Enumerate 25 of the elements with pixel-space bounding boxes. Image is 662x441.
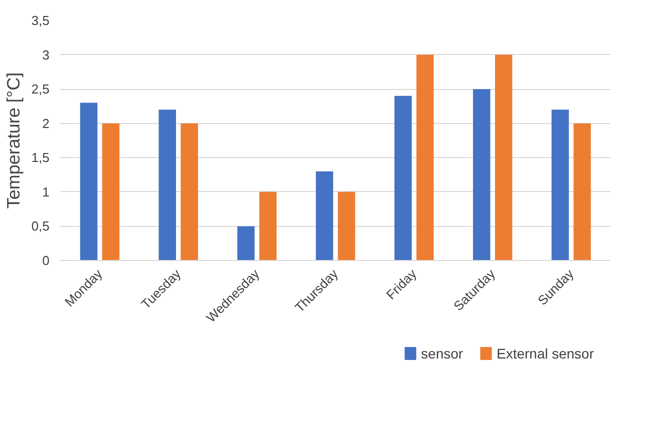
bar (416, 54, 434, 260)
bar (338, 192, 356, 260)
y-tick-label: 2 (42, 116, 50, 131)
y-tick-label: 0 (42, 253, 50, 268)
bar (237, 226, 255, 260)
y-tick-label: 3 (42, 47, 50, 62)
bar (473, 89, 490, 260)
bar (102, 123, 120, 260)
bar (394, 96, 412, 260)
bar (552, 110, 569, 260)
bar (574, 123, 591, 260)
y-tick-label: 0,5 (31, 218, 50, 234)
y-tick-label: 1 (42, 184, 50, 200)
legend-label: sensor (421, 346, 464, 362)
bar (259, 192, 277, 260)
y-axis-title: Temperature [°C] (3, 72, 24, 209)
bar (80, 102, 98, 260)
legend-label: External sensor (496, 346, 594, 362)
y-tick-label: 3,5 (31, 13, 50, 28)
y-tick-label: 1,5 (31, 150, 50, 166)
bar (495, 54, 512, 260)
bar (158, 110, 176, 260)
bar (180, 123, 198, 260)
y-tick-label: 2,5 (31, 82, 50, 97)
bar (316, 171, 334, 260)
